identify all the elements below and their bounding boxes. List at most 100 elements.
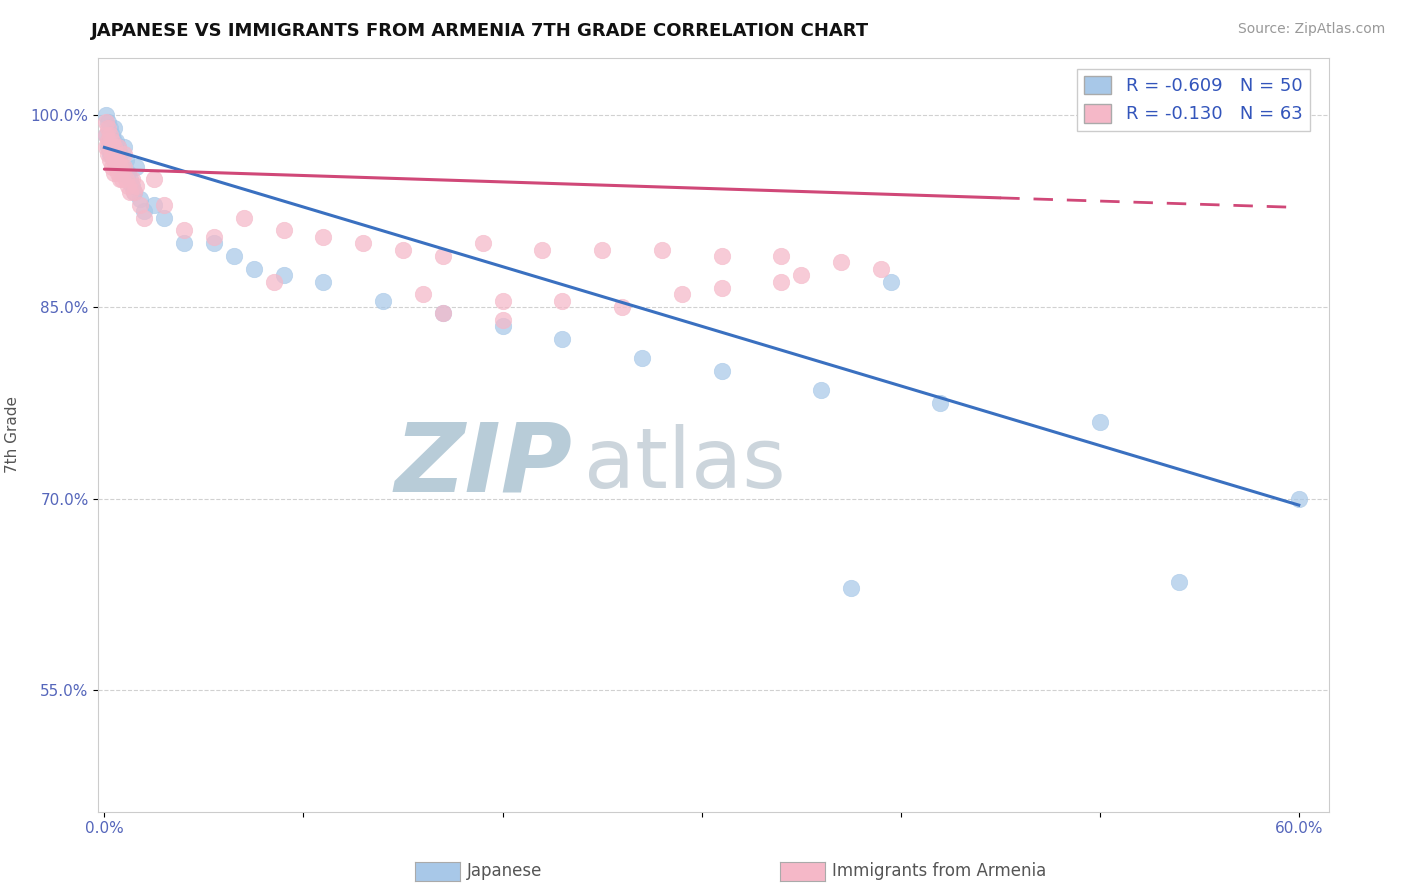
Text: ZIP: ZIP — [394, 418, 572, 511]
Point — [392, 243, 415, 257]
Point — [129, 198, 152, 212]
Point — [790, 268, 813, 282]
Point — [263, 275, 285, 289]
Point — [710, 249, 733, 263]
Point — [551, 293, 574, 308]
Point — [143, 198, 166, 212]
Point — [432, 249, 454, 263]
Point — [770, 249, 793, 263]
Point — [98, 153, 121, 168]
Point — [1088, 415, 1111, 429]
Point — [101, 160, 124, 174]
Point — [115, 153, 138, 168]
Point — [122, 185, 145, 199]
Point — [98, 128, 121, 142]
Point — [103, 134, 125, 148]
Point — [110, 160, 132, 174]
Point — [153, 198, 176, 212]
Point — [107, 153, 129, 168]
Point — [710, 281, 733, 295]
Point — [880, 275, 903, 289]
Point — [651, 243, 673, 257]
Point — [107, 166, 129, 180]
Point — [96, 115, 118, 129]
Point — [103, 166, 125, 180]
Point — [107, 140, 129, 154]
Point — [134, 204, 156, 219]
Point — [122, 185, 145, 199]
Point — [839, 581, 862, 595]
Point — [115, 172, 138, 186]
Point — [96, 140, 118, 154]
Point — [97, 115, 120, 129]
Point — [97, 146, 120, 161]
Point — [112, 146, 135, 161]
Point — [103, 121, 125, 136]
Point — [242, 261, 264, 276]
Point — [929, 396, 952, 410]
Text: JAPANESE VS IMMIGRANTS FROM ARMENIA 7TH GRADE CORRELATION CHART: JAPANESE VS IMMIGRANTS FROM ARMENIA 7TH … — [91, 22, 869, 40]
Point — [810, 383, 832, 397]
Point — [202, 230, 225, 244]
Point — [232, 211, 254, 225]
Point — [120, 172, 142, 186]
Point — [153, 211, 176, 225]
Point — [97, 121, 120, 136]
Point — [591, 243, 613, 257]
Point — [98, 121, 121, 136]
Point — [120, 185, 142, 199]
Point — [101, 128, 124, 142]
Point — [111, 160, 134, 174]
Point — [105, 134, 128, 148]
Point — [432, 306, 454, 320]
Point — [830, 255, 852, 269]
Point — [312, 230, 335, 244]
Text: Immigrants from Armenia: Immigrants from Armenia — [832, 862, 1046, 880]
Point — [101, 134, 124, 148]
Point — [610, 300, 633, 314]
Point — [371, 293, 394, 308]
Point — [98, 146, 121, 161]
Point — [432, 306, 454, 320]
Point — [111, 172, 134, 186]
Point — [173, 236, 195, 251]
Point — [111, 166, 134, 180]
Point — [491, 313, 513, 327]
Point — [471, 236, 494, 251]
Point — [273, 268, 295, 282]
Point — [111, 160, 134, 174]
Point — [112, 166, 135, 180]
Point — [1168, 574, 1191, 589]
Text: Source: ZipAtlas.com: Source: ZipAtlas.com — [1237, 22, 1385, 37]
Point — [121, 172, 143, 186]
Point — [551, 332, 574, 346]
Point — [107, 153, 129, 168]
Point — [97, 140, 120, 154]
Point — [1288, 491, 1310, 506]
Point — [103, 140, 125, 154]
Point — [129, 192, 152, 206]
Point — [117, 178, 139, 193]
Point — [103, 153, 125, 168]
Point — [671, 287, 693, 301]
Point — [96, 108, 118, 122]
Point — [96, 128, 118, 142]
Point — [222, 249, 245, 263]
Point — [125, 178, 148, 193]
Point — [121, 178, 143, 193]
Point — [125, 160, 148, 174]
Point — [105, 146, 128, 161]
Y-axis label: 7th Grade: 7th Grade — [4, 396, 20, 474]
Point — [110, 172, 132, 186]
Point — [112, 140, 135, 154]
Point — [101, 146, 124, 161]
Point — [107, 140, 129, 154]
Point — [112, 160, 135, 174]
Point — [117, 166, 139, 180]
Point — [631, 351, 654, 366]
Point — [101, 140, 124, 154]
Point — [312, 275, 335, 289]
Point — [173, 223, 195, 237]
Point — [143, 172, 166, 186]
Point — [710, 364, 733, 378]
